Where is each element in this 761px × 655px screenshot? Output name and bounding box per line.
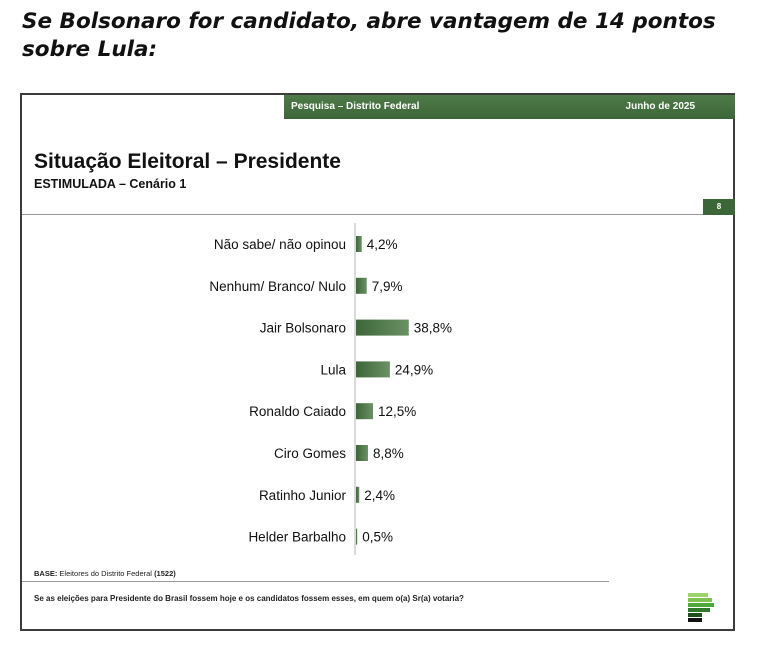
- value-label: 24,9%: [395, 362, 433, 377]
- survey-date: Junho de 2025: [625, 101, 695, 112]
- bar: [356, 277, 367, 294]
- survey-question: Se as eleições para Presidente do Brasil…: [34, 594, 464, 603]
- pollster-logo: [688, 593, 714, 622]
- bar: [356, 445, 368, 461]
- bar: [356, 319, 409, 336]
- value-label: 8,8%: [373, 446, 404, 461]
- page-number: 8: [703, 199, 735, 215]
- bar: [356, 361, 390, 378]
- category-label: Ronaldo Caiado: [249, 404, 346, 419]
- category-label: Lula: [320, 362, 346, 377]
- category-label: Não sabe/ não opinou: [214, 237, 346, 252]
- sample-base: BASE: Eleitores do Distrito Federal (152…: [34, 569, 176, 578]
- base-label: BASE:: [34, 569, 58, 578]
- category-label: Helder Barbalho: [248, 530, 346, 545]
- bar: [356, 403, 373, 420]
- base-count: (1522): [154, 569, 176, 578]
- value-label: 4,2%: [367, 237, 398, 252]
- survey-region: Pesquisa – Distrito Federal: [291, 101, 420, 112]
- value-label: 2,4%: [364, 488, 395, 503]
- value-label: 7,9%: [372, 279, 403, 294]
- category-label: Ratinho Junior: [259, 488, 347, 503]
- bar-chart: Não sabe/ não opinou 4,2% Nenhum/ Branco/ …: [209, 223, 452, 555]
- category-label: Jair Bolsonaro: [260, 321, 346, 336]
- category-label: Ciro Gomes: [274, 446, 346, 461]
- chart-title: Situação Eleitoral – Presidente: [34, 150, 341, 173]
- value-label: 0,5%: [362, 530, 393, 545]
- value-label: 12,5%: [378, 404, 416, 419]
- bar: [356, 236, 362, 252]
- poll-slide: Pesquisa – Distrito Federal Junho de 202…: [20, 93, 735, 631]
- value-label: 38,8%: [414, 321, 452, 336]
- category-label: Nenhum/ Branco/ Nulo: [209, 279, 346, 294]
- bar: [356, 486, 360, 503]
- headline: Se Bolsonaro for candidato, abre vantage…: [22, 9, 716, 62]
- bar: [356, 528, 358, 545]
- chart-subtitle: ESTIMULADA – Cenário 1: [34, 177, 187, 191]
- base-text: Eleitores do Distrito Federal: [57, 569, 155, 578]
- topbar: Pesquisa – Distrito Federal Junho de 202…: [284, 95, 735, 119]
- header-divider: [22, 214, 703, 215]
- footer-divider: [22, 581, 609, 582]
